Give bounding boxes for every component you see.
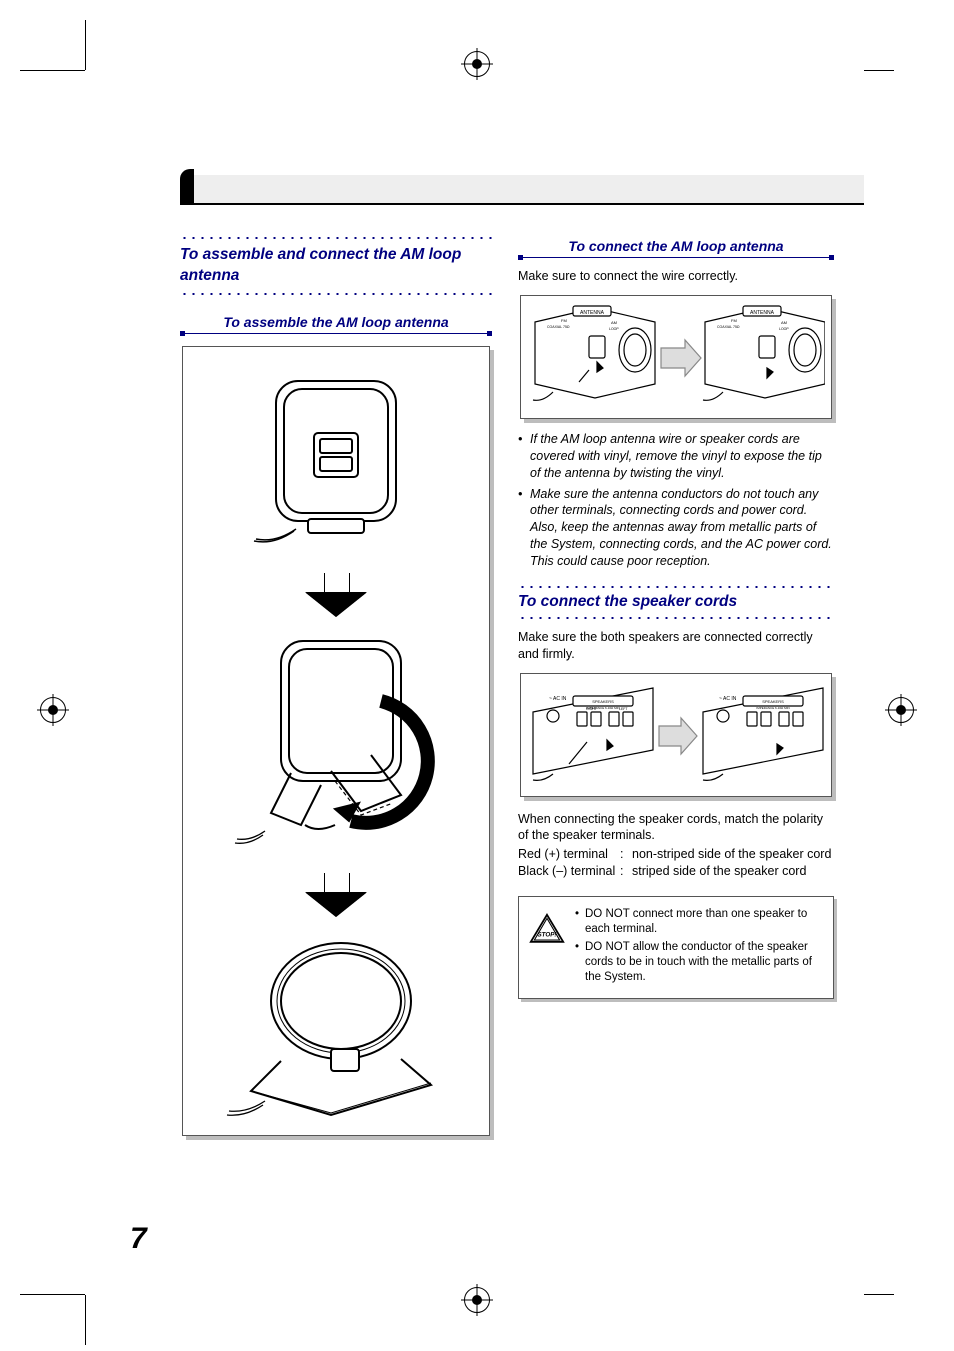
- registration-mark-icon: [888, 697, 914, 723]
- heading-connect-am-loop: To connect the AM loop antenna: [518, 235, 834, 257]
- intro-connect-am: Make sure to connect the wire correctly.: [518, 268, 834, 285]
- figure-connect-am-loop: ANTENNA FM COAXIAL 75Ω AM LOOP: [520, 295, 832, 419]
- svg-text:ANTENNA: ANTENNA: [750, 310, 775, 316]
- caution-item: DO NOT connect more than one speaker to …: [575, 907, 823, 937]
- arrow-down-icon: [306, 873, 366, 919]
- colon: :: [620, 863, 632, 880]
- antenna-step1-illustration: [193, 361, 479, 561]
- intro-connect-speakers: Make sure the both speakers are connecte…: [518, 629, 834, 663]
- crop-mark: [20, 70, 85, 71]
- svg-text:COAXIAL 75Ω: COAXIAL 75Ω: [717, 325, 740, 329]
- polarity-label: Black (–) terminal: [518, 863, 620, 880]
- speaker-terminal-illustration: ~ AC IN SPEAKERS IMPEDANCE 6-16Ω MIN RIG…: [529, 682, 825, 790]
- right-column: To connect the AM loop antenna Make sure…: [518, 235, 834, 1136]
- svg-text:~ AC IN: ~ AC IN: [549, 696, 567, 702]
- polarity-label: Red (+) terminal: [518, 846, 620, 863]
- registration-mark-icon: [40, 697, 66, 723]
- polarity-value: non-striped side of the speaker cord: [632, 846, 834, 863]
- svg-text:IMPEDANCE 6-16Ω MIN: IMPEDANCE 6-16Ω MIN: [756, 706, 789, 710]
- figure-assemble-am-loop: [182, 346, 490, 1136]
- svg-text:AM: AM: [781, 320, 787, 325]
- svg-text:RIGHT: RIGHT: [586, 707, 598, 711]
- crop-mark: [20, 1294, 85, 1295]
- figure-connect-speaker: ~ AC IN SPEAKERS IMPEDANCE 6-16Ω MIN RIG…: [520, 673, 832, 797]
- polarity-table: Red (+) terminal : non-striped side of t…: [518, 846, 834, 880]
- svg-text:STOP!: STOP!: [537, 931, 556, 938]
- registration-mark-icon: [464, 1287, 490, 1313]
- crop-mark: [864, 1294, 894, 1295]
- page-content: To assemble and connect the AM loop ante…: [180, 235, 834, 1241]
- heading-rule: [180, 333, 492, 336]
- crop-mark: [85, 20, 86, 70]
- svg-text:LOOP: LOOP: [779, 327, 789, 331]
- heading-rule: [518, 257, 834, 260]
- svg-text:FM: FM: [731, 318, 737, 323]
- svg-text:LEFT: LEFT: [619, 707, 628, 711]
- antenna-terminal-illustration: ANTENNA FM COAXIAL 75Ω AM LOOP: [529, 304, 825, 412]
- note-item: Make sure the antenna conductors do not …: [518, 486, 834, 570]
- note-item: If the AM loop antenna wire or speaker c…: [518, 431, 834, 482]
- heading-connect-speaker-cords: To connect the speaker cords: [518, 590, 834, 615]
- polarity-value: striped side of the speaker cord: [632, 863, 834, 880]
- caution-box: STOP! DO NOT connect more than one speak…: [518, 896, 834, 999]
- left-column: To assemble and connect the AM loop ante…: [180, 235, 492, 1136]
- caution-list: DO NOT connect more than one speaker to …: [575, 907, 823, 988]
- dotted-rule: [518, 615, 834, 621]
- crop-mark: [864, 70, 894, 71]
- heading-assemble-connect-am-loop: To assemble and connect the AM loop ante…: [180, 241, 492, 291]
- polarity-intro: When connecting the speaker cords, match…: [518, 811, 834, 845]
- svg-text:ANTENNA: ANTENNA: [580, 310, 605, 316]
- antenna-step2-illustration: [193, 631, 479, 861]
- table-row: Red (+) terminal : non-striped side of t…: [518, 846, 834, 863]
- caution-item: DO NOT allow the conductor of the speake…: [575, 940, 823, 985]
- svg-text:SPEAKERS: SPEAKERS: [762, 699, 784, 704]
- svg-text:LOOP: LOOP: [609, 327, 619, 331]
- header-bar: [180, 175, 864, 205]
- svg-text:SPEAKERS: SPEAKERS: [592, 699, 614, 704]
- antenna-step3-illustration: [193, 931, 479, 1131]
- colon: :: [620, 846, 632, 863]
- stop-icon: STOP!: [527, 907, 567, 988]
- table-row: Black (–) terminal : striped side of the…: [518, 863, 834, 880]
- svg-text:AM: AM: [611, 320, 617, 325]
- svg-text:COAXIAL 75Ω: COAXIAL 75Ω: [547, 325, 570, 329]
- registration-mark-icon: [464, 51, 490, 77]
- heading-assemble-am-loop: To assemble the AM loop antenna: [180, 311, 492, 333]
- crop-mark: [85, 1295, 86, 1345]
- svg-text:~ AC IN: ~ AC IN: [719, 696, 737, 702]
- page-number: 7: [130, 1222, 147, 1256]
- notes-am-loop: If the AM loop antenna wire or speaker c…: [518, 431, 834, 570]
- arrow-down-icon: [306, 573, 366, 619]
- svg-text:FM: FM: [561, 318, 567, 323]
